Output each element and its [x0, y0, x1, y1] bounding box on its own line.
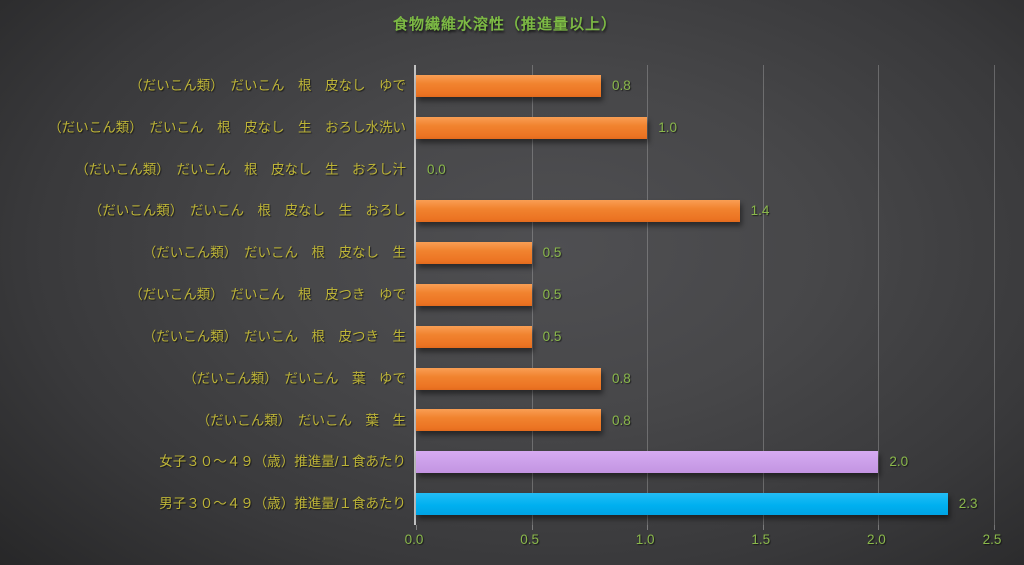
category-label: 女子３０～４９（歳）推進量/１食あたり	[159, 454, 406, 470]
bar-row: 0.8	[416, 400, 994, 442]
bar-row: 2.3	[416, 483, 994, 525]
gridline	[647, 65, 649, 525]
data-label: 2.0	[889, 454, 909, 470]
bar-row: 0.5	[416, 232, 994, 274]
bar-orange	[416, 200, 740, 223]
bar-orange	[416, 367, 601, 390]
axis-tick-mark	[647, 525, 649, 530]
gridline	[994, 65, 995, 525]
bar-purple	[416, 451, 879, 474]
category-label: （だいこん類） だいこん 根 皮なし 生 おろし水洗い	[48, 119, 406, 135]
bar-orange	[416, 409, 601, 432]
data-label: 1.0	[658, 119, 677, 135]
data-label: 1.4	[750, 203, 770, 219]
data-label: 0.5	[542, 328, 562, 344]
bar-row: 0.8	[416, 358, 994, 400]
bar-row: 0.5	[416, 316, 994, 358]
bar-row: 1.4	[416, 190, 994, 232]
bar-row: 0.8	[416, 65, 994, 107]
category-label: （だいこん類） だいこん 根 皮なし 生 おろし汁	[75, 161, 406, 177]
plot-area: 0.8 1.0 0.0 1.4 0.5 0.5 0.5 0.8 0.8 2.0 2.3	[414, 65, 995, 530]
axis-tick-mark	[531, 525, 533, 530]
bar-orange	[416, 283, 532, 306]
data-label: 2.3	[958, 496, 978, 512]
x-axis: 0.0 0.5 1.0 1.5 2.0 2.5	[405, 532, 1002, 552]
axis-tick-mark	[416, 525, 417, 530]
bar-orange	[416, 116, 648, 139]
chart-title: 食物繊維水溶性（推進量以上）	[392, 16, 617, 33]
gridline	[531, 65, 533, 525]
data-label: 0.8	[611, 78, 631, 93]
data-label: 0.8	[611, 412, 631, 428]
axis-tick-mark	[762, 525, 764, 530]
bar-orange	[416, 325, 532, 348]
data-label: 0.0	[427, 161, 446, 177]
category-label: （だいこん類） だいこん 根 皮なし 生 おろし	[88, 203, 406, 219]
bar-row: 1.0	[416, 107, 994, 149]
category-label: （だいこん類） だいこん 根 皮なし ゆで	[129, 78, 406, 93]
bar-orange	[416, 74, 601, 97]
x-tick-label: 2.0	[867, 532, 886, 547]
data-label: 0.8	[611, 370, 631, 386]
gridline	[762, 65, 764, 525]
x-tick-label: 1.5	[751, 532, 771, 547]
category-label: （だいこん類） だいこん 根 皮なし 生	[142, 245, 406, 261]
x-tick-label: 0.5	[520, 532, 539, 547]
x-tick-label: 2.5	[982, 532, 1002, 547]
bar-row: 0.0	[416, 149, 994, 191]
category-label: 男子３０～４９（歳）推進量/１食あたり	[159, 496, 406, 512]
category-label: （だいこん類） だいこん 根 皮つき 生	[142, 328, 406, 344]
bar-blue	[416, 493, 948, 516]
x-tick-label: 1.0	[635, 532, 655, 547]
axis-tick-mark	[994, 525, 995, 530]
data-label: 0.5	[542, 245, 562, 261]
bar-row: 0.5	[416, 274, 994, 316]
gridline	[878, 65, 880, 525]
data-label: 0.5	[542, 287, 562, 303]
category-axis: （だいこん類） だいこん 根 皮なし ゆで （だいこん類） だいこん 根 皮なし …	[0, 65, 406, 525]
category-label: （だいこん類） だいこん 葉 生	[196, 412, 406, 428]
category-label: （だいこん類） だいこん 葉 ゆで	[183, 370, 406, 386]
bar-row: 2.0	[416, 441, 994, 483]
category-label: （だいこん類） だいこん 根 皮つき ゆで	[129, 287, 406, 303]
axis-tick-mark	[878, 525, 880, 530]
x-tick-label: 0.0	[404, 532, 424, 547]
bar-orange	[416, 242, 532, 265]
